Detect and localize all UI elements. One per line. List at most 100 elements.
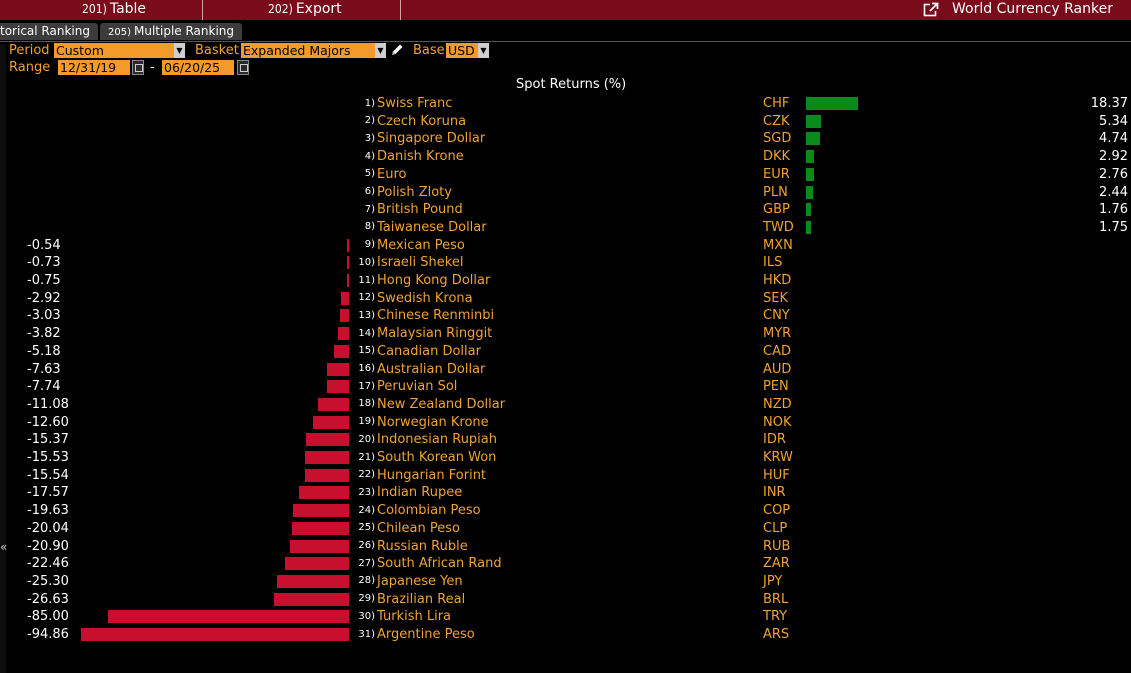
value-label: -17.57 bbox=[27, 485, 69, 501]
currency-code: TRY bbox=[763, 609, 788, 625]
bar-negative bbox=[327, 362, 349, 376]
value-label: -3.82 bbox=[27, 326, 61, 342]
currency-code: GBP bbox=[763, 202, 790, 218]
rank-number: 20) bbox=[358, 433, 375, 445]
currency-code: COP bbox=[763, 503, 791, 519]
currency-name: Hungarian Forint bbox=[377, 467, 487, 483]
value-label: -5.18 bbox=[27, 343, 61, 359]
value-label: -25.30 bbox=[27, 573, 69, 589]
range-end-input[interactable]: 06/20/25 bbox=[162, 60, 234, 75]
bar-negative bbox=[277, 574, 349, 588]
bar-negative bbox=[273, 592, 349, 606]
period-select[interactable]: Custom bbox=[54, 43, 174, 58]
value-label: 2.92 bbox=[1099, 149, 1128, 165]
rank-number: 10) bbox=[358, 256, 375, 268]
currency-name: Chilean Peso bbox=[377, 520, 460, 536]
range-end-calendar-icon[interactable] bbox=[237, 60, 249, 75]
currency-name: Singapore Dollar bbox=[377, 131, 486, 147]
rank-number: 16) bbox=[358, 363, 375, 374]
bar-negative bbox=[285, 557, 349, 571]
tab-multiple-ranking[interactable]: 205) Multiple Ranking bbox=[100, 23, 243, 40]
period-dropdown-icon[interactable]: ▼ bbox=[174, 43, 185, 58]
currency-code: HKD bbox=[763, 273, 792, 288]
currency-code: CHF bbox=[763, 96, 790, 111]
rank-number: 18) bbox=[358, 398, 375, 410]
currency-code: JPY bbox=[763, 573, 783, 589]
range-separator: - bbox=[150, 60, 155, 75]
value-label: -26.63 bbox=[27, 591, 69, 607]
currency-name: Swedish Krona bbox=[377, 290, 473, 306]
export-menu-button[interactable]: 202) Export bbox=[268, 0, 342, 20]
rank-number: 6) bbox=[364, 186, 375, 197]
bar-negative bbox=[108, 610, 349, 624]
currency-name: Turkish Lira bbox=[377, 609, 452, 625]
currency-name: Mexican Peso bbox=[377, 237, 465, 253]
rank-number: 8) bbox=[364, 221, 375, 233]
rank-number: 24) bbox=[358, 504, 375, 516]
value-label: -11.08 bbox=[27, 396, 69, 412]
value-label: -3.03 bbox=[27, 308, 61, 324]
bar-negative bbox=[334, 344, 349, 358]
currency-name: Indonesian Rupiah bbox=[377, 432, 497, 448]
currency-code: CZK bbox=[763, 113, 790, 129]
bar-positive bbox=[806, 203, 812, 217]
currency-code: PEN bbox=[763, 379, 789, 395]
currency-code: CNY bbox=[763, 308, 790, 324]
currency-name: Indian Rupee bbox=[377, 485, 463, 501]
bar-negative bbox=[338, 327, 349, 341]
rank-number: 12) bbox=[358, 292, 375, 304]
currency-name: Polish Zloty bbox=[377, 184, 452, 200]
currency-name: Argentine Peso bbox=[377, 627, 475, 642]
basket-select[interactable]: Expanded Majors bbox=[241, 43, 375, 58]
basket-dropdown-icon[interactable]: ▼ bbox=[375, 43, 386, 58]
range-start-input[interactable]: 12/31/19 bbox=[58, 60, 130, 75]
bar-negative bbox=[289, 539, 349, 553]
range-label: Range bbox=[9, 60, 51, 75]
currency-code: RUB bbox=[763, 538, 791, 554]
currency-code: DKK bbox=[763, 149, 791, 165]
bar-positive bbox=[806, 132, 820, 146]
value-label: 1.75 bbox=[1099, 219, 1128, 235]
currency-name: Brazilian Real bbox=[377, 591, 466, 607]
value-label: -7.63 bbox=[27, 361, 61, 377]
currency-code: EUR bbox=[763, 166, 790, 182]
table-menu-label: Table bbox=[109, 1, 147, 17]
currency-name: Israeli Shekel bbox=[377, 255, 464, 271]
tab-historical-ranking[interactable]: torical Ranking bbox=[0, 23, 98, 40]
rank-number: 17) bbox=[358, 380, 375, 392]
pencil-icon[interactable] bbox=[390, 43, 404, 57]
value-label: -22.46 bbox=[27, 556, 69, 572]
value-label: -15.37 bbox=[27, 432, 69, 448]
launch-icon[interactable] bbox=[923, 2, 939, 18]
value-label: 5.34 bbox=[1099, 113, 1128, 129]
rank-number: 28) bbox=[358, 575, 375, 587]
table-menu-button[interactable]: 201) Table bbox=[82, 0, 146, 20]
bar-negative bbox=[305, 468, 349, 482]
currency-name: Taiwanese Dollar bbox=[377, 219, 487, 235]
bar-negative bbox=[327, 380, 349, 394]
range-start-calendar-icon[interactable] bbox=[132, 60, 144, 75]
currency-code: ARS bbox=[763, 627, 790, 642]
rank-number: 13) bbox=[358, 309, 375, 321]
currency-name: Swiss Franc bbox=[377, 96, 453, 111]
value-label: -20.90 bbox=[27, 538, 69, 554]
currency-code: ILS bbox=[763, 255, 783, 271]
bar-negative bbox=[299, 486, 349, 500]
bar-positive bbox=[806, 167, 814, 181]
bar-negative bbox=[340, 309, 349, 323]
rank-number: 30) bbox=[358, 610, 375, 622]
menu-bar: 201) Table 202) Export World Currency Rank… bbox=[0, 0, 1131, 20]
bar-negative bbox=[313, 415, 349, 429]
chart-title: Spot Returns (%) bbox=[516, 77, 627, 92]
currency-code: BRL bbox=[763, 591, 789, 607]
base-dropdown-icon[interactable]: ▼ bbox=[478, 43, 489, 58]
currency-code: KRW bbox=[763, 450, 793, 465]
value-label: -0.54 bbox=[27, 237, 61, 253]
bar-negative bbox=[346, 274, 349, 287]
bar-negative bbox=[347, 238, 349, 252]
rank-number: 7) bbox=[364, 203, 375, 215]
currency-code: TWD bbox=[763, 219, 794, 235]
collapse-arrow-icon[interactable]: « bbox=[0, 540, 8, 554]
currency-code: CAD bbox=[763, 343, 791, 359]
base-select[interactable]: USD bbox=[446, 43, 478, 58]
